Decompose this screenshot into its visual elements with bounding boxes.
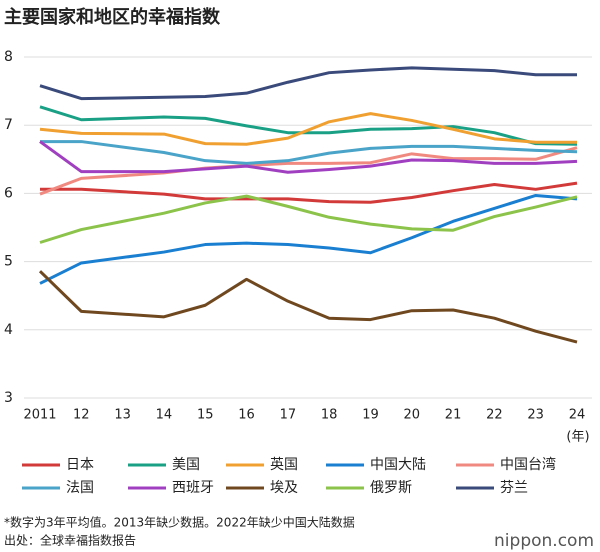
x-tick-label: 24 xyxy=(569,408,586,423)
y-tick-label: 8 xyxy=(4,49,13,65)
x-tick-label: 17 xyxy=(280,408,297,423)
logo: nippon.com xyxy=(494,531,594,551)
x-tick-label: 21 xyxy=(445,408,462,423)
series-line xyxy=(39,105,578,146)
series-line xyxy=(40,140,578,165)
y-tick-label: 5 xyxy=(4,254,13,270)
series-line xyxy=(39,140,578,174)
x-tick-label: 20 xyxy=(403,408,420,423)
y-tick-label: 7 xyxy=(4,117,13,133)
legend-label: 芬兰 xyxy=(500,480,528,496)
x-axis-label: (年) xyxy=(566,430,589,445)
legend-label: 英国 xyxy=(270,456,298,473)
x-tick-label: 23 xyxy=(527,408,544,423)
note: *数字为3年平均值。2013年缺少数据。2022年缺少中国大陆数据 xyxy=(4,515,355,530)
legend-label: 埃及 xyxy=(270,480,298,496)
legend-label: 日本 xyxy=(66,457,94,473)
series-line xyxy=(38,270,578,344)
legend-label: 俄罗斯 xyxy=(370,480,412,496)
x-tick-label: 18 xyxy=(321,408,338,423)
y-tick-label: 3 xyxy=(4,390,13,406)
legend-label: 法国 xyxy=(66,480,94,496)
series-line xyxy=(40,181,578,204)
x-tick-label: 2011 xyxy=(23,408,56,423)
x-tick-label: 16 xyxy=(238,408,255,423)
legend-label: 西班牙 xyxy=(172,480,214,496)
series-line xyxy=(39,194,578,244)
note: 出处：全球幸福指数报告 xyxy=(4,533,136,548)
series-line xyxy=(39,112,577,146)
chart-title: 主要国家和地区的幸福指数 xyxy=(4,6,221,28)
legend-label: 美国 xyxy=(172,457,200,473)
series-line xyxy=(39,66,577,101)
x-tick-label: 13 xyxy=(114,408,131,423)
x-tick-label: 12 xyxy=(73,408,90,423)
x-tick-label: 14 xyxy=(156,408,173,423)
legend-label: 中国台湾 xyxy=(500,456,556,473)
x-tick-label: 15 xyxy=(197,408,214,423)
legend-label: 中国大陆 xyxy=(370,457,426,473)
y-tick-label: 6 xyxy=(4,185,13,201)
x-tick-label: 22 xyxy=(486,408,503,423)
x-tick-label: 19 xyxy=(362,408,379,423)
y-tick-label: 4 xyxy=(4,322,13,338)
series-line xyxy=(39,193,578,285)
